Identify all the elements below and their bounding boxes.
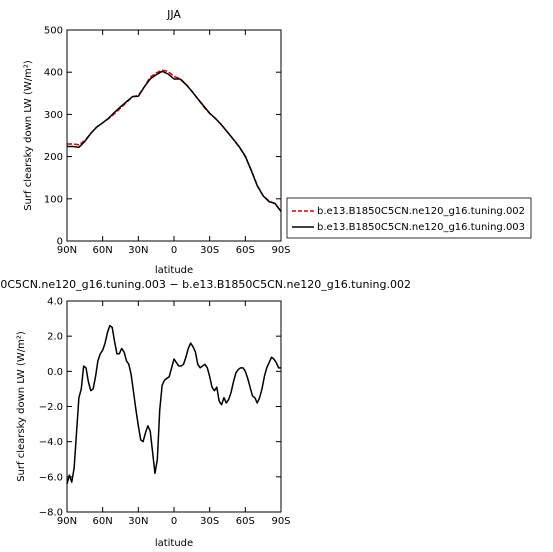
chart-title: b.e13.B1850C5CN.ne120_g16.tuning.003 − b… (0, 278, 411, 291)
x-tick-label: 60S (236, 245, 255, 256)
x-tick-label: 60S (236, 516, 255, 527)
legend-box (286, 197, 532, 239)
x-tick-label: 30N (128, 516, 148, 527)
chart-difference: b.e13.B1850C5CN.ne120_g16.tuning.003 − b… (0, 278, 411, 549)
y-tick-label: 500 (44, 26, 63, 37)
x-axis-label: latitude (155, 265, 193, 276)
x-tick-label: 60N (93, 516, 113, 527)
series-line-1 (66, 324, 281, 485)
y-tick-label: 100 (44, 194, 63, 205)
y-axis-label: Surf clearsky down LW (W/m²) (16, 331, 27, 482)
x-tick-label: 30S (200, 245, 219, 256)
y-tick-label: 0 (57, 237, 63, 248)
plot-frame (66, 29, 282, 242)
x-tick-label: 90S (271, 516, 290, 527)
y-axis-label: Surf clearsky down LW (W/m²) (23, 60, 34, 211)
y-tick-label: −4.0 (39, 437, 63, 448)
x-tick-label: 0 (171, 245, 177, 256)
chart-title: JJA (166, 8, 181, 21)
legend-label-tuning-002: b.e13.B1850C5CN.ne120_g16.tuning.002 (317, 206, 525, 217)
plot-frame (66, 300, 282, 513)
series-line-1 (67, 69, 282, 212)
series-line-2 (67, 70, 282, 212)
y-tick-label: 2.0 (47, 332, 63, 343)
y-tick-label: 200 (44, 152, 63, 163)
x-tick-label: 30N (128, 245, 148, 256)
y-tick-label: −6.0 (39, 472, 63, 483)
y-tick-label: 0.0 (47, 367, 63, 378)
legend-label-tuning-003: b.e13.B1850C5CN.ne120_g16.tuning.003 (317, 222, 525, 233)
x-tick-label: 60N (93, 245, 113, 256)
chart-jja: JJA 90N 60N 30N 0 30S 60S 90S0100200300400500 … (23, 8, 291, 276)
x-tick-label: 30S (200, 516, 219, 527)
x-axis-label: latitude (155, 538, 193, 549)
y-tick-label: −8.0 (39, 508, 63, 519)
x-tick-label: 90S (271, 245, 290, 256)
y-tick-label: 300 (44, 110, 63, 121)
y-tick-label: −2.0 (39, 402, 63, 413)
legend: b.e13.B1850C5CN.ne120_g16.tuning.002 b.e… (286, 197, 532, 239)
x-tick-label: 90N (57, 245, 77, 256)
x-tick-label: 90N (57, 516, 77, 527)
y-tick-label: 400 (44, 68, 63, 79)
y-tick-label: 4.0 (47, 297, 63, 308)
x-tick-label: 0 (171, 516, 177, 527)
